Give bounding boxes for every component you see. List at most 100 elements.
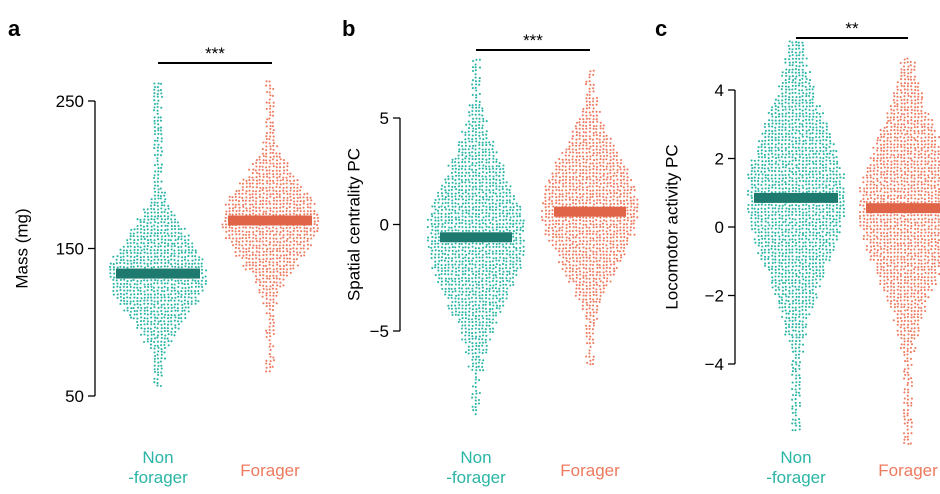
data-point	[602, 195, 605, 198]
data-point	[146, 323, 149, 326]
data-point	[262, 277, 265, 280]
data-point	[581, 300, 584, 304]
data-point	[808, 71, 812, 74]
data-point	[515, 249, 518, 252]
data-point	[788, 160, 791, 163]
data-point	[461, 161, 464, 164]
data-point	[606, 162, 609, 165]
data-point	[579, 196, 582, 199]
data-point	[163, 285, 166, 288]
data-point	[582, 135, 585, 138]
data-point	[467, 246, 470, 249]
data-point	[255, 190, 258, 193]
data-point	[176, 307, 179, 310]
data-point	[153, 154, 157, 157]
data-point	[591, 267, 594, 270]
data-point	[160, 224, 163, 227]
data-point	[811, 180, 814, 183]
data-point	[552, 229, 555, 232]
data-point	[431, 215, 434, 218]
data-point	[433, 205, 436, 208]
data-point	[586, 155, 589, 158]
data-point	[484, 264, 487, 267]
data-point	[498, 208, 501, 211]
data-point	[564, 233, 567, 236]
data-point	[184, 262, 187, 265]
data-point	[809, 167, 812, 170]
data-point	[282, 236, 285, 239]
data-point	[170, 228, 173, 231]
data-point	[187, 296, 190, 299]
data-point	[258, 213, 261, 216]
data-point	[805, 64, 808, 67]
data-point	[499, 297, 502, 300]
data-point	[153, 282, 156, 285]
data-point	[815, 163, 818, 166]
data-point	[444, 287, 447, 290]
data-point	[562, 172, 565, 175]
data-point	[495, 199, 498, 202]
data-point	[434, 198, 437, 202]
data-point	[468, 331, 471, 334]
data-point	[495, 223, 498, 226]
data-point	[112, 268, 115, 271]
data-point	[296, 253, 299, 256]
data-point	[619, 216, 622, 219]
data-point	[757, 152, 760, 156]
data-point	[153, 242, 156, 245]
data-point	[485, 161, 488, 164]
data-point	[564, 189, 568, 192]
data-point	[778, 173, 781, 177]
y-tick-label: 0	[715, 218, 724, 237]
data-point	[448, 219, 451, 222]
data-point	[829, 159, 832, 162]
data-point	[467, 318, 470, 321]
data-point	[801, 98, 804, 101]
data-point	[812, 176, 815, 179]
data-point	[599, 274, 602, 277]
data-point	[447, 229, 450, 232]
data-point	[440, 230, 443, 233]
data-point	[244, 268, 247, 271]
data-point	[293, 203, 296, 206]
data-point	[447, 201, 450, 204]
data-point	[241, 240, 244, 243]
data-point	[829, 169, 832, 172]
data-point	[143, 333, 146, 336]
data-point	[156, 289, 159, 292]
data-point	[458, 311, 461, 314]
data-point	[798, 122, 801, 125]
data-point	[484, 165, 488, 168]
data-point	[616, 219, 619, 222]
data-point	[788, 125, 791, 129]
data-point	[592, 246, 595, 249]
data-point	[289, 251, 292, 254]
data-point	[795, 129, 798, 132]
data-point	[555, 172, 558, 175]
data-point	[516, 226, 519, 229]
data-point	[619, 189, 622, 192]
data-point	[153, 319, 157, 322]
data-point	[603, 155, 606, 158]
data-point	[595, 168, 598, 171]
data-point	[618, 250, 622, 253]
data-point	[609, 240, 612, 243]
data-point	[508, 280, 511, 283]
data-point	[795, 64, 798, 68]
data-point	[474, 317, 477, 320]
data-point	[194, 279, 197, 282]
data-point	[598, 138, 601, 141]
data-point	[265, 280, 268, 284]
data-point	[268, 363, 271, 366]
data-point	[579, 142, 582, 145]
data-point	[495, 206, 498, 209]
data-point	[261, 233, 264, 236]
data-point	[488, 189, 491, 192]
data-point	[805, 180, 808, 183]
data-point	[464, 138, 467, 141]
data-point	[774, 126, 777, 129]
data-point	[472, 273, 475, 276]
data-point	[471, 66, 475, 69]
data-point	[588, 342, 591, 345]
data-point	[137, 289, 140, 292]
